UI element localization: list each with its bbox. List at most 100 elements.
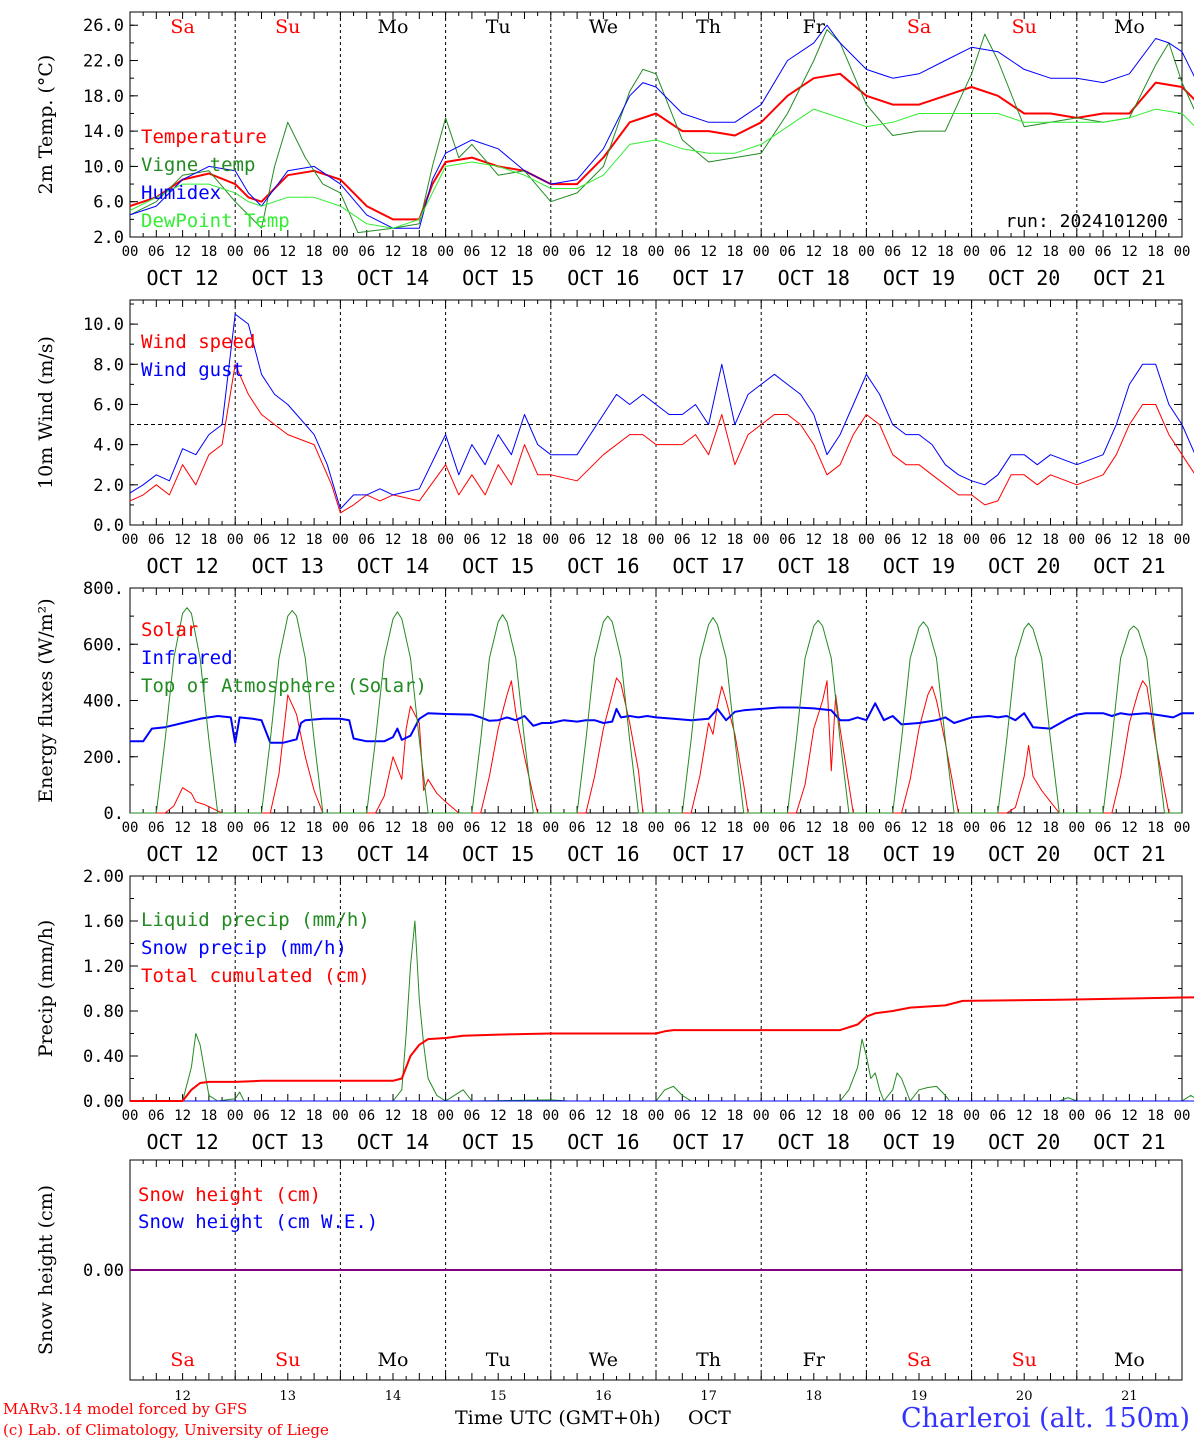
date-label: OCT 15 xyxy=(462,266,534,290)
day-number-label: 17 xyxy=(700,1389,717,1404)
hour-tick-label: 00 xyxy=(332,820,349,836)
series-line-top-of-atmosphere-solar- xyxy=(130,607,1182,814)
legend-entry: Total cumulated (cm) xyxy=(141,965,370,987)
y-tick-label: 600. xyxy=(83,635,124,655)
hour-tick-label: 00 xyxy=(542,532,559,548)
series-line-humidex xyxy=(129,24,1194,229)
hour-tick-label: 00 xyxy=(963,532,980,548)
lab-credit: (c) Lab. of Climatology, University of L… xyxy=(3,1421,329,1439)
y-axis-label: Snow height (cm) xyxy=(35,1185,57,1355)
day-number-label: 19 xyxy=(911,1389,928,1404)
date-label: OCT 17 xyxy=(672,842,744,866)
hour-tick-label: 06 xyxy=(253,1108,270,1124)
hour-tick-label: 06 xyxy=(463,244,480,260)
hour-tick-label: 12 xyxy=(385,820,402,836)
hour-tick-label: 18 xyxy=(832,820,849,836)
hour-tick-label: 00 xyxy=(1174,244,1191,260)
weekday-label: Mo xyxy=(1114,1349,1145,1371)
hour-tick-label: 00 xyxy=(227,820,244,836)
date-label: OCT 14 xyxy=(357,1130,429,1154)
hour-tick-label: 00 xyxy=(963,244,980,260)
hour-tick-label: 00 xyxy=(332,1108,349,1124)
date-label: OCT 14 xyxy=(357,842,429,866)
series-line-temperature xyxy=(129,72,1194,221)
hour-tick-label: 06 xyxy=(463,532,480,548)
date-label: OCT 13 xyxy=(252,554,324,578)
hour-tick-label: 00 xyxy=(122,820,139,836)
hour-tick-label: 00 xyxy=(227,1108,244,1124)
weekday-label: Su xyxy=(1012,16,1037,38)
weekday-label: Mo xyxy=(378,1349,409,1371)
hour-tick-label: 18 xyxy=(200,244,217,260)
hour-tick-label: 18 xyxy=(306,532,323,548)
hour-tick-label: 12 xyxy=(805,532,822,548)
y-tick-label: 0.0 xyxy=(93,516,124,536)
hour-tick-label: 12 xyxy=(911,244,928,260)
hour-tick-label: 12 xyxy=(700,820,717,836)
day-number-label: 16 xyxy=(595,1389,612,1404)
hour-tick-label: 00 xyxy=(753,244,770,260)
legend-entry: Solar xyxy=(141,619,198,641)
hour-tick-label: 00 xyxy=(1068,1108,1085,1124)
hour-tick-label: 18 xyxy=(832,532,849,548)
hour-tick-label: 00 xyxy=(122,1108,139,1124)
series-line-wind-speed xyxy=(129,363,1194,514)
hour-tick-label: 06 xyxy=(253,820,270,836)
weekday-label: Su xyxy=(275,16,300,38)
y-tick-label: 0.40 xyxy=(83,1047,124,1067)
hour-tick-label: 12 xyxy=(595,532,612,548)
hour-tick-label: 12 xyxy=(490,1108,507,1124)
date-label: OCT 13 xyxy=(252,1130,324,1154)
hour-tick-label: 06 xyxy=(569,244,586,260)
hour-tick-label: 06 xyxy=(148,1108,165,1124)
date-label: OCT 18 xyxy=(778,554,850,578)
hour-tick-label: 12 xyxy=(700,244,717,260)
hour-tick-label: 00 xyxy=(437,244,454,260)
hour-tick-label: 18 xyxy=(621,1108,638,1124)
month-label: OCT xyxy=(688,1407,731,1429)
hour-tick-label: 18 xyxy=(306,820,323,836)
y-axis-label: 10m Wind (m/s) xyxy=(35,336,57,489)
weekday-label: Fr xyxy=(803,16,826,38)
hour-tick-label: 00 xyxy=(858,1108,875,1124)
date-label: OCT 15 xyxy=(462,1130,534,1154)
hour-tick-label: 12 xyxy=(490,820,507,836)
hour-tick-label: 06 xyxy=(989,1108,1006,1124)
weekday-label: We xyxy=(589,1349,618,1371)
hour-tick-label: 18 xyxy=(200,1108,217,1124)
hour-tick-label: 18 xyxy=(1042,820,1059,836)
hour-tick-label: 12 xyxy=(490,244,507,260)
hour-tick-label: 12 xyxy=(1121,244,1138,260)
date-label: OCT 20 xyxy=(988,1130,1060,1154)
hour-tick-label: 12 xyxy=(1016,244,1033,260)
y-axis-label: Energy fluxes (W/m²) xyxy=(35,598,57,802)
hour-tick-label: 00 xyxy=(437,820,454,836)
date-label: OCT 19 xyxy=(883,842,955,866)
hour-tick-label: 00 xyxy=(648,532,665,548)
date-label: OCT 13 xyxy=(252,266,324,290)
series-line-liquid-precip-mm-h- xyxy=(130,920,1194,1102)
hour-tick-label: 06 xyxy=(884,244,901,260)
weekday-label: Su xyxy=(275,1349,300,1371)
y-tick-label: 0.80 xyxy=(83,1002,124,1022)
legend-entry: Vigne temp xyxy=(141,154,255,176)
y-tick-label: 22.0 xyxy=(83,52,124,72)
hour-tick-label: 18 xyxy=(516,820,533,836)
date-label: OCT 15 xyxy=(462,554,534,578)
hour-tick-label: 00 xyxy=(648,820,665,836)
hour-tick-label: 00 xyxy=(963,820,980,836)
hour-tick-label: 12 xyxy=(595,820,612,836)
date-label: OCT 12 xyxy=(146,1130,218,1154)
hour-tick-label: 18 xyxy=(726,532,743,548)
hour-tick-label: 12 xyxy=(911,532,928,548)
hour-tick-label: 06 xyxy=(989,532,1006,548)
date-label: OCT 12 xyxy=(146,554,218,578)
series-line-vigne-temp xyxy=(129,29,1194,234)
hour-tick-label: 06 xyxy=(148,820,165,836)
hour-tick-label: 06 xyxy=(674,532,691,548)
hour-tick-label: 06 xyxy=(148,244,165,260)
hour-tick-label: 00 xyxy=(542,820,559,836)
hour-tick-label: 12 xyxy=(805,244,822,260)
hour-tick-label: 06 xyxy=(779,244,796,260)
date-label: OCT 19 xyxy=(883,1130,955,1154)
